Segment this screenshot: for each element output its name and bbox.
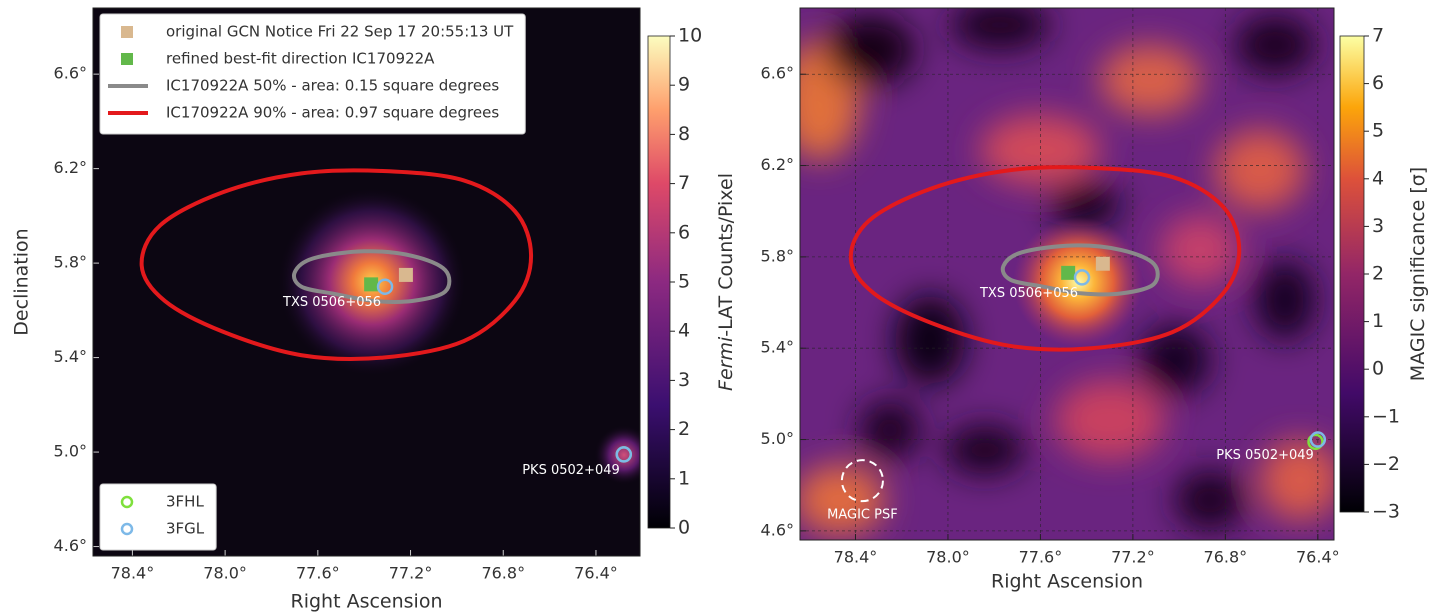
colorbar-tick-label: 10 xyxy=(678,25,702,47)
colorbar-label: Fermi-LAT Counts/Pixel xyxy=(715,173,737,391)
colorbar-tick-label: −3 xyxy=(1372,501,1400,523)
colorbar-tick-label: 5 xyxy=(678,271,690,293)
colorbar-tick-label: 4 xyxy=(1372,167,1384,189)
colorbar xyxy=(1340,36,1364,512)
x-tick-label: 77.6° xyxy=(1019,548,1063,567)
colorbar-tick-label: 7 xyxy=(678,172,690,194)
colorbar-tick-label: 3 xyxy=(678,369,690,391)
colorbar-tick-label: 2 xyxy=(678,418,690,440)
y-tick-label: 5.8° xyxy=(761,246,794,265)
legend-label: 3FHL xyxy=(166,493,204,511)
legend-label: refined best-fit direction IC170922A xyxy=(166,50,435,68)
x-tick-label: 76.4° xyxy=(574,564,618,583)
y-tick-label: 5.4° xyxy=(761,338,794,357)
colorbar-tick-label: 3 xyxy=(1372,215,1384,237)
source-label: PKS 0502+049 xyxy=(1216,448,1314,463)
legend-swatch xyxy=(121,26,133,38)
y-tick-label: 6.6° xyxy=(761,64,794,83)
x-tick-label: 77.2° xyxy=(389,564,433,583)
colorbar-label-text: -LAT Counts/Pixel xyxy=(715,173,737,337)
y-tick-label: 5.0° xyxy=(761,429,794,448)
y-tick-label: 5.4° xyxy=(54,347,87,366)
x-tick-label: 76.4° xyxy=(1296,548,1340,567)
colorbar-tick-label: 6 xyxy=(678,221,690,243)
x-tick-label: 76.8° xyxy=(1204,548,1248,567)
x-axis-label: Right Ascension xyxy=(291,591,443,613)
marker xyxy=(1096,257,1110,271)
x-tick-label: 78.4° xyxy=(834,548,878,567)
colorbar-tick-label: 0 xyxy=(678,517,690,539)
y-tick-label: 5.8° xyxy=(54,253,87,272)
y-axis-label: Declination xyxy=(11,228,33,335)
legend-label: IC170922A 50% - area: 0.15 square degree… xyxy=(166,77,499,95)
y-tick-label: 6.2° xyxy=(54,158,87,177)
x-tick-label: 78.0° xyxy=(203,564,247,583)
colorbar-tick-label: 1 xyxy=(1372,310,1384,332)
colorbar-tick-label: 2 xyxy=(1372,263,1384,285)
colorbar-label-text: MAGIC significance [σ] xyxy=(1407,167,1429,381)
marker xyxy=(399,268,413,282)
colorbar-tick-label: −2 xyxy=(1372,453,1400,475)
y-tick-label: 5.0° xyxy=(54,442,87,461)
x-tick-label: 77.6° xyxy=(296,564,340,583)
x-tick-label: 78.0° xyxy=(926,548,970,567)
colorbar-tick-label: 1 xyxy=(678,467,690,489)
colorbar-tick-label: 5 xyxy=(1372,120,1384,142)
legend-swatch xyxy=(121,53,133,65)
colorbar-tick-label: −1 xyxy=(1372,405,1400,427)
y-tick-label: 6.6° xyxy=(54,64,87,83)
y-tick-label: 6.2° xyxy=(761,155,794,174)
colorbar-tick-label: 0 xyxy=(1372,358,1384,380)
source-label: TXS 0506+056 xyxy=(979,286,1078,301)
marker xyxy=(364,277,378,291)
source-label: PKS 0502+049 xyxy=(522,463,620,478)
colorbar xyxy=(648,36,670,528)
x-tick-label: 76.8° xyxy=(481,564,525,583)
colorbar-label: MAGIC significance [σ] xyxy=(1407,167,1429,381)
psf-label: MAGIC PSF xyxy=(827,508,898,523)
legend-label: IC170922A 90% - area: 0.97 square degree… xyxy=(166,104,499,122)
figure: 78.4° 78.0° 77.6° 77.2° 76.8° 76.4° 4.6° 5.0° 5.… xyxy=(0,0,1436,614)
x-tick-label: 78.4° xyxy=(111,564,155,583)
y-tick-label: 4.6° xyxy=(54,536,87,555)
colorbar-label-italic: Fermi xyxy=(715,336,737,391)
colorbar-tick-label: 4 xyxy=(678,320,690,342)
legend-label: 3FGL xyxy=(166,520,205,538)
colorbar-tick-label: 9 xyxy=(678,74,690,96)
x-axis-label: Right Ascension xyxy=(991,571,1143,593)
colorbar-tick-label: 6 xyxy=(1372,72,1384,94)
legend-label: original GCN Notice Fri 22 Sep 17 20:55:… xyxy=(166,23,514,41)
marker xyxy=(1061,266,1075,280)
y-tick-label: 4.6° xyxy=(761,520,794,539)
source-label: TXS 0506+056 xyxy=(282,295,381,310)
colorbar-tick-label: 8 xyxy=(678,123,690,145)
colorbar-tick-label: 7 xyxy=(1372,25,1384,47)
x-tick-label: 77.2° xyxy=(1111,548,1155,567)
